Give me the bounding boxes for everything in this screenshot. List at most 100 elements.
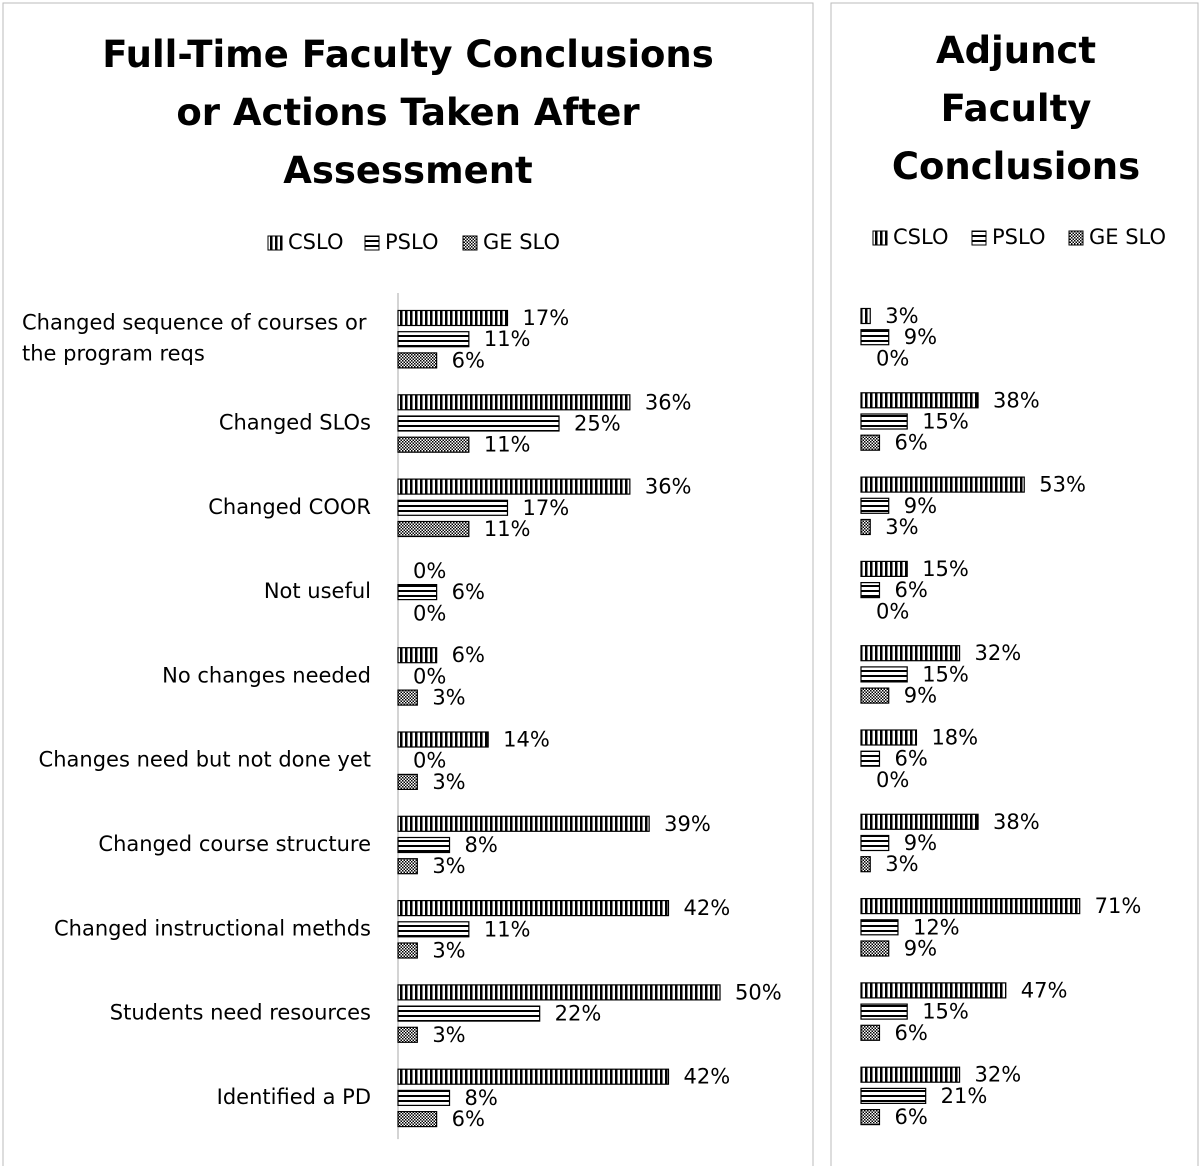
bar [397,689,418,706]
bar [860,813,979,830]
value-label: 9% [904,831,937,855]
bar [397,436,470,453]
bar [397,836,451,854]
value-label: 3% [432,1023,465,1047]
bar [860,750,881,767]
value-label: 9% [904,937,937,961]
bar [860,666,908,683]
bar [397,1089,451,1107]
category-label: Changed instructional methds [54,916,371,940]
value-label: 0% [876,768,909,792]
bar [397,942,418,959]
value-label: 42% [683,1065,730,1089]
bar [397,1026,418,1043]
value-label: 0% [876,599,909,623]
value-label: 3% [432,770,465,794]
legend-swatch [462,235,478,251]
bar [397,309,509,327]
bar [397,984,721,1001]
legend-label: CSLO [288,230,343,254]
bar [860,434,881,451]
value-label: 71% [1095,894,1142,918]
value-label: 32% [975,641,1022,665]
value-label: 6% [452,580,485,604]
category-label: Changes need but not done yet [39,748,371,772]
legend-label: CSLO [893,225,948,249]
bar [860,729,918,746]
value-label: 25% [574,412,621,436]
value-label: 11% [484,917,531,941]
value-label: 3% [432,854,465,878]
value-label: 22% [555,1002,602,1026]
legend-swatch [872,230,888,246]
value-label: 8% [465,1086,498,1110]
value-label: 0% [413,559,446,583]
category-label: No changes needed [162,663,371,687]
value-label: 3% [885,304,918,328]
value-label: 3% [885,852,918,876]
value-label: 15% [922,557,969,581]
chart-title: Full-Time Faculty Conclusions or Actions … [102,33,714,192]
bar [860,413,908,430]
bar [860,919,899,936]
value-label: 21% [941,1084,988,1108]
value-label: 3% [885,515,918,539]
value-label: 11% [484,517,531,541]
value-label: 6% [894,747,927,771]
bar [860,834,890,852]
value-label: 6% [894,578,927,602]
bar [860,518,871,536]
value-label: 36% [645,390,692,414]
value-label: 0% [876,346,909,370]
value-label: 15% [922,410,969,434]
value-label: 6% [894,1105,927,1129]
bar [860,687,890,704]
bar [397,478,631,495]
value-label: 42% [683,896,730,920]
bar [860,856,871,873]
bar [860,897,1081,915]
value-label: 9% [904,684,937,708]
bar [397,1068,670,1085]
panel [2,2,814,1166]
bar [860,329,890,346]
value-label: 47% [1021,978,1068,1002]
value-label: 0% [413,749,446,773]
value-label: 8% [465,833,498,857]
value-label: 39% [664,812,711,836]
category-label: Changed sequence of courses or the progra… [22,311,367,366]
legend-swatch [364,235,380,251]
value-label: 11% [484,327,531,351]
category-label: Identified a PD [217,1085,371,1109]
bar [860,476,1025,493]
value-label: 38% [993,810,1040,834]
bar [397,647,438,664]
category-label: Students need resources [110,1001,371,1025]
bar [397,921,470,938]
value-label: 6% [894,1021,927,1045]
bar [860,392,979,409]
bar [397,773,418,791]
bar [397,899,670,917]
bar [397,331,470,348]
bar [860,982,1007,999]
value-label: 0% [413,664,446,688]
value-label: 3% [432,686,465,710]
category-label: Changed SLOs [219,411,371,435]
bar [397,731,489,748]
legend-swatch [267,235,283,251]
value-label: 3% [432,939,465,963]
chart-title: Adjunct Faculty Conclusions [892,29,1140,188]
value-label: 18% [931,726,978,750]
category-label: Changed COOR [208,495,371,519]
value-label: 38% [993,388,1040,412]
value-label: 6% [452,643,485,667]
bar [397,858,418,875]
value-label: 6% [894,431,927,455]
bar [860,645,961,662]
legend-swatch [971,230,987,246]
bar [860,560,908,578]
bar [397,415,560,432]
